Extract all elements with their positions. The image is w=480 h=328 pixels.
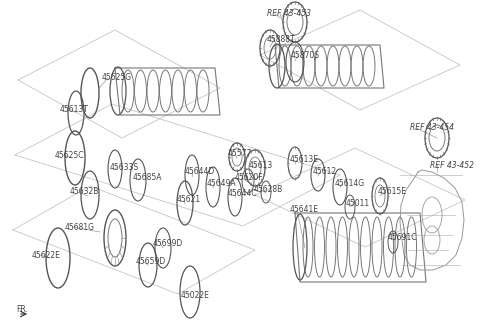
Text: 45613: 45613 <box>249 160 273 170</box>
Text: 45870S: 45870S <box>291 51 320 59</box>
Text: 45022E: 45022E <box>181 291 210 299</box>
Text: 45681G: 45681G <box>65 222 95 232</box>
Text: 45614G: 45614G <box>335 179 365 189</box>
Text: 45641E: 45641E <box>290 206 319 215</box>
Text: REF 43-453: REF 43-453 <box>267 10 311 18</box>
Text: 45685A: 45685A <box>133 174 163 182</box>
Text: 45577: 45577 <box>228 150 252 158</box>
Text: REF 43-454: REF 43-454 <box>410 124 454 133</box>
Text: 45622E: 45622E <box>32 251 61 259</box>
Text: 45011: 45011 <box>346 199 370 209</box>
Text: 45621: 45621 <box>177 195 201 204</box>
Text: REF 43-452: REF 43-452 <box>430 160 474 170</box>
Text: 45699D: 45699D <box>153 238 183 248</box>
Text: 45613E: 45613E <box>290 155 319 165</box>
Text: 45649A: 45649A <box>207 178 237 188</box>
Text: 45691C: 45691C <box>388 234 418 242</box>
Text: 45632B: 45632B <box>70 188 99 196</box>
Text: 45615E: 45615E <box>378 188 407 196</box>
Text: 45613T: 45613T <box>60 106 89 114</box>
Text: 45659D: 45659D <box>136 256 166 265</box>
Text: FR.: FR. <box>16 305 28 315</box>
Text: 45628B: 45628B <box>254 186 283 195</box>
Text: 45888T: 45888T <box>267 35 296 45</box>
Text: 45620F: 45620F <box>235 174 264 182</box>
Text: 45625G: 45625G <box>102 73 132 83</box>
Text: 45644C: 45644C <box>228 189 258 197</box>
Text: 45612: 45612 <box>313 168 337 176</box>
Text: 45625C: 45625C <box>55 151 84 159</box>
Text: 45644D: 45644D <box>185 168 215 176</box>
Text: 45633S: 45633S <box>110 162 139 172</box>
